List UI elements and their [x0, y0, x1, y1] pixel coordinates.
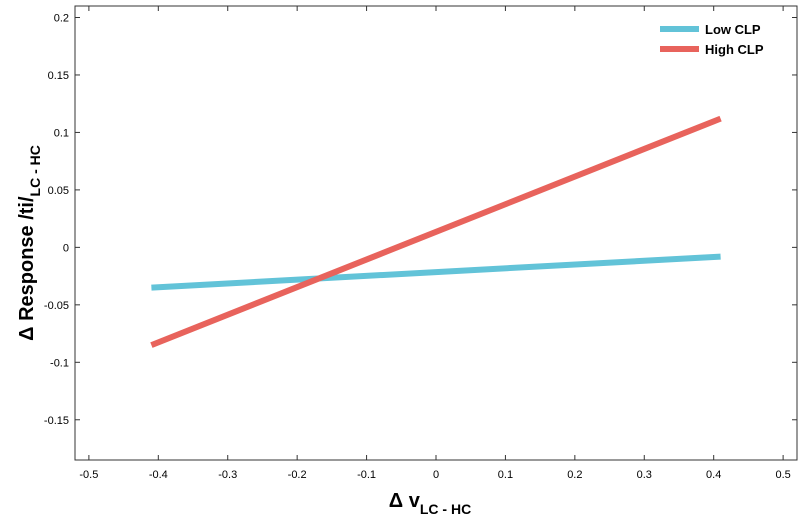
- legend-label: High CLP: [705, 42, 764, 57]
- x-tick-label: 0.1: [498, 469, 513, 481]
- x-tick-label: 0.2: [567, 469, 582, 481]
- legend: Low CLP High CLP: [660, 22, 764, 57]
- y-axis-label-sub: LC - HC: [27, 145, 43, 196]
- x-tick-label: -0.3: [218, 469, 237, 481]
- y-tick-label: 0: [63, 242, 69, 254]
- y-tick-label: -0.1: [50, 357, 69, 369]
- x-tick-label: -0.2: [288, 469, 307, 481]
- x-tick-label: -0.4: [149, 469, 168, 481]
- x-tick-label: -0.5: [79, 469, 98, 481]
- x-axis-label: Δ vLC - HC: [389, 490, 471, 517]
- ticks: -0.5 -0.4 -0.3 -0.2 -0.1 0 0.1 0.2 0.3 0.4 0.5 -0.1…: [44, 6, 797, 481]
- y-tick-label: 0.1: [54, 127, 69, 139]
- y-tick-label: 0.2: [54, 12, 69, 24]
- x-axis-label-main: Δ v: [389, 490, 421, 512]
- x-tick-label: 0.5: [775, 469, 790, 481]
- series-lines: [150, 115, 722, 348]
- y-axis-label-main: Δ Response /ti/: [16, 196, 38, 341]
- x-tick-label: 0.3: [637, 469, 652, 481]
- x-tick-label: 0: [433, 469, 439, 481]
- y-tick-label: -0.05: [44, 300, 69, 312]
- y-tick-label: 0.05: [48, 185, 69, 197]
- legend-label: Low CLP: [705, 22, 761, 37]
- x-tick-label: 0.4: [706, 469, 721, 481]
- series-line: [150, 115, 722, 348]
- x-axis-label-sub: LC - HC: [420, 501, 471, 517]
- y-axis-label: Δ Response /ti/LC - HC: [16, 145, 43, 341]
- series-line: [151, 253, 721, 291]
- x-tick-label: -0.1: [357, 469, 376, 481]
- y-tick-label: 0.15: [48, 70, 69, 82]
- y-tick-label: -0.15: [44, 415, 69, 427]
